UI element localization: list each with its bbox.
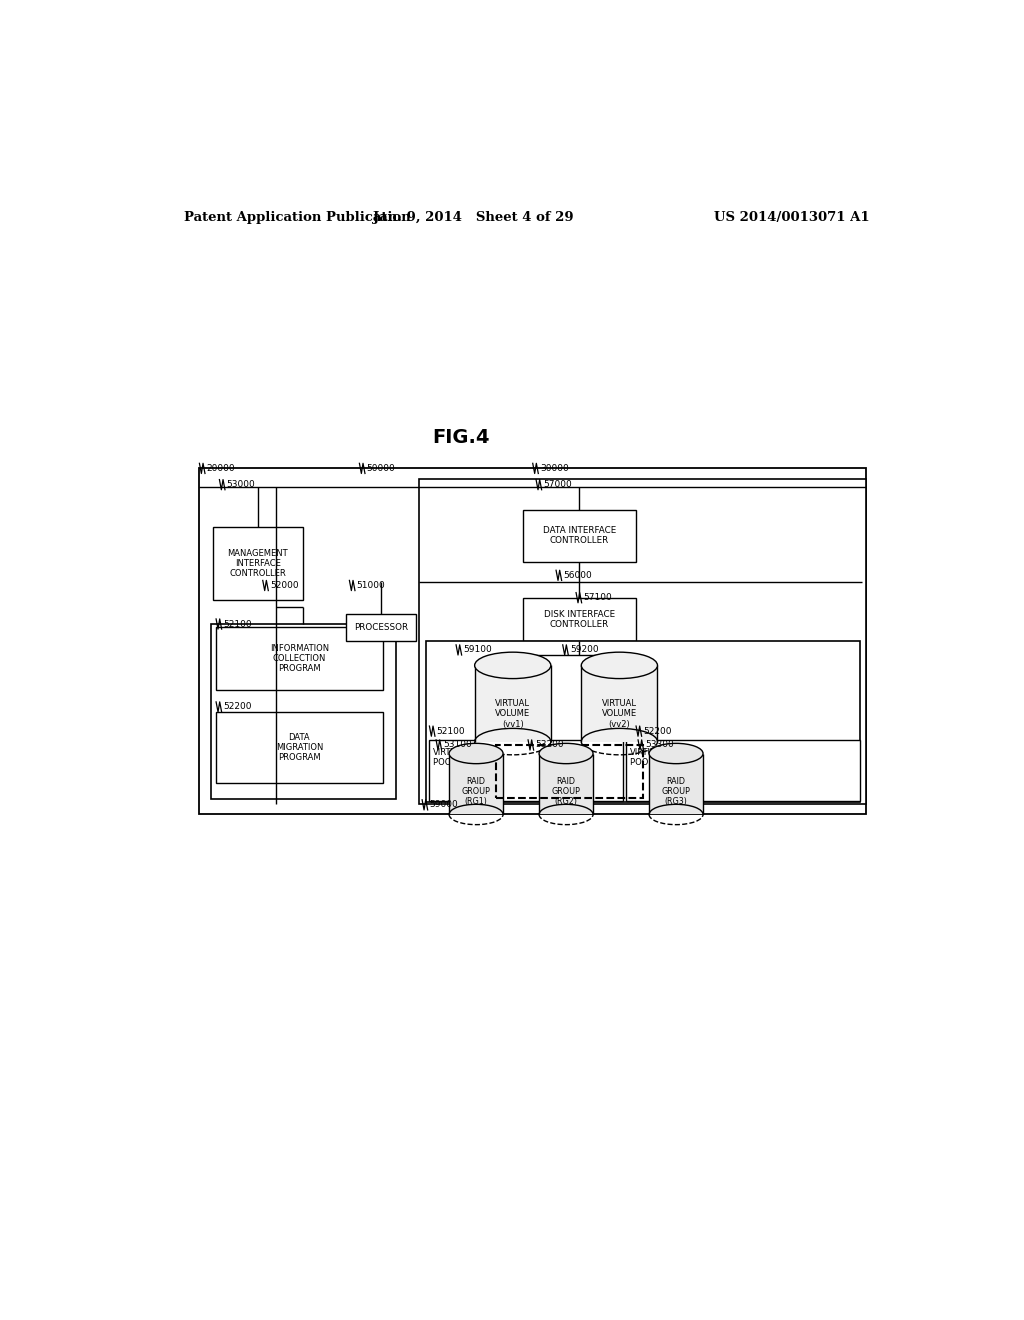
Ellipse shape: [539, 743, 593, 764]
Text: VIRTUAL
POOL (vp1): VIRTUAL POOL (vp1): [433, 748, 481, 767]
Text: 52100: 52100: [436, 726, 465, 735]
Text: 57100: 57100: [584, 593, 612, 602]
Ellipse shape: [450, 743, 503, 764]
FancyBboxPatch shape: [626, 739, 860, 801]
Text: VIRTUAL
VOLUME
(vv1): VIRTUAL VOLUME (vv1): [496, 698, 530, 729]
Text: US 2014/0013071 A1: US 2014/0013071 A1: [715, 211, 870, 224]
Text: Jan. 9, 2014   Sheet 4 of 29: Jan. 9, 2014 Sheet 4 of 29: [373, 211, 573, 224]
Text: DATA INTERFACE
CONTROLLER: DATA INTERFACE CONTROLLER: [543, 527, 616, 545]
Bar: [450, 754, 503, 814]
Text: FIG.4: FIG.4: [432, 429, 490, 447]
Text: 59100: 59100: [463, 645, 492, 655]
Text: 52200: 52200: [643, 726, 672, 735]
FancyBboxPatch shape: [429, 739, 623, 801]
Text: 59000: 59000: [429, 800, 458, 809]
Text: 56000: 56000: [563, 570, 592, 579]
Text: VIRTUAL
POOL (vp2): VIRTUAL POOL (vp2): [630, 748, 678, 767]
Text: RAID
GROUP
(RG3): RAID GROUP (RG3): [662, 776, 690, 807]
Text: PROCESSOR: PROCESSOR: [354, 623, 409, 632]
Text: 52200: 52200: [223, 702, 252, 711]
Bar: [649, 754, 703, 814]
Text: 53000: 53000: [226, 480, 255, 490]
Text: MANAGEMENT
INTERFACE
CONTROLLER: MANAGEMENT INTERFACE CONTROLLER: [227, 549, 288, 578]
Text: 51000: 51000: [356, 581, 385, 590]
Text: VIRTUAL
VOLUME
(vv2): VIRTUAL VOLUME (vv2): [602, 698, 637, 729]
FancyBboxPatch shape: [216, 627, 383, 689]
Text: RAID
GROUP
(RG1): RAID GROUP (RG1): [462, 776, 490, 807]
Text: 52100: 52100: [223, 619, 252, 628]
Text: INFORMATION
COLLECTION
PROGRAM: INFORMATION COLLECTION PROGRAM: [270, 644, 329, 673]
Text: 59200: 59200: [570, 645, 598, 655]
FancyBboxPatch shape: [200, 469, 866, 814]
Text: 50000: 50000: [367, 463, 395, 473]
FancyBboxPatch shape: [211, 624, 396, 799]
FancyBboxPatch shape: [522, 598, 636, 642]
Text: 57000: 57000: [543, 480, 572, 490]
Text: 53100: 53100: [443, 741, 472, 750]
FancyBboxPatch shape: [522, 510, 636, 562]
Text: 30000: 30000: [540, 463, 568, 473]
Ellipse shape: [582, 652, 657, 678]
FancyBboxPatch shape: [420, 479, 866, 804]
Ellipse shape: [475, 652, 551, 678]
Bar: [475, 665, 551, 742]
Text: 53300: 53300: [645, 741, 674, 750]
FancyBboxPatch shape: [213, 527, 303, 599]
Text: Patent Application Publication: Patent Application Publication: [183, 211, 411, 224]
Text: 20000: 20000: [207, 463, 236, 473]
Text: 52000: 52000: [270, 581, 299, 590]
Text: 53200: 53200: [536, 741, 564, 750]
FancyBboxPatch shape: [426, 642, 860, 801]
Text: DISK INTERFACE
CONTROLLER: DISK INTERFACE CONTROLLER: [544, 610, 615, 630]
FancyBboxPatch shape: [346, 614, 416, 642]
Text: DATA
MIGRATION
PROGRAM: DATA MIGRATION PROGRAM: [275, 733, 324, 763]
Ellipse shape: [649, 743, 703, 764]
Text: RAID
GROUP
(RG2): RAID GROUP (RG2): [552, 776, 581, 807]
Bar: [582, 665, 657, 742]
Bar: [539, 754, 593, 814]
FancyBboxPatch shape: [216, 711, 383, 783]
